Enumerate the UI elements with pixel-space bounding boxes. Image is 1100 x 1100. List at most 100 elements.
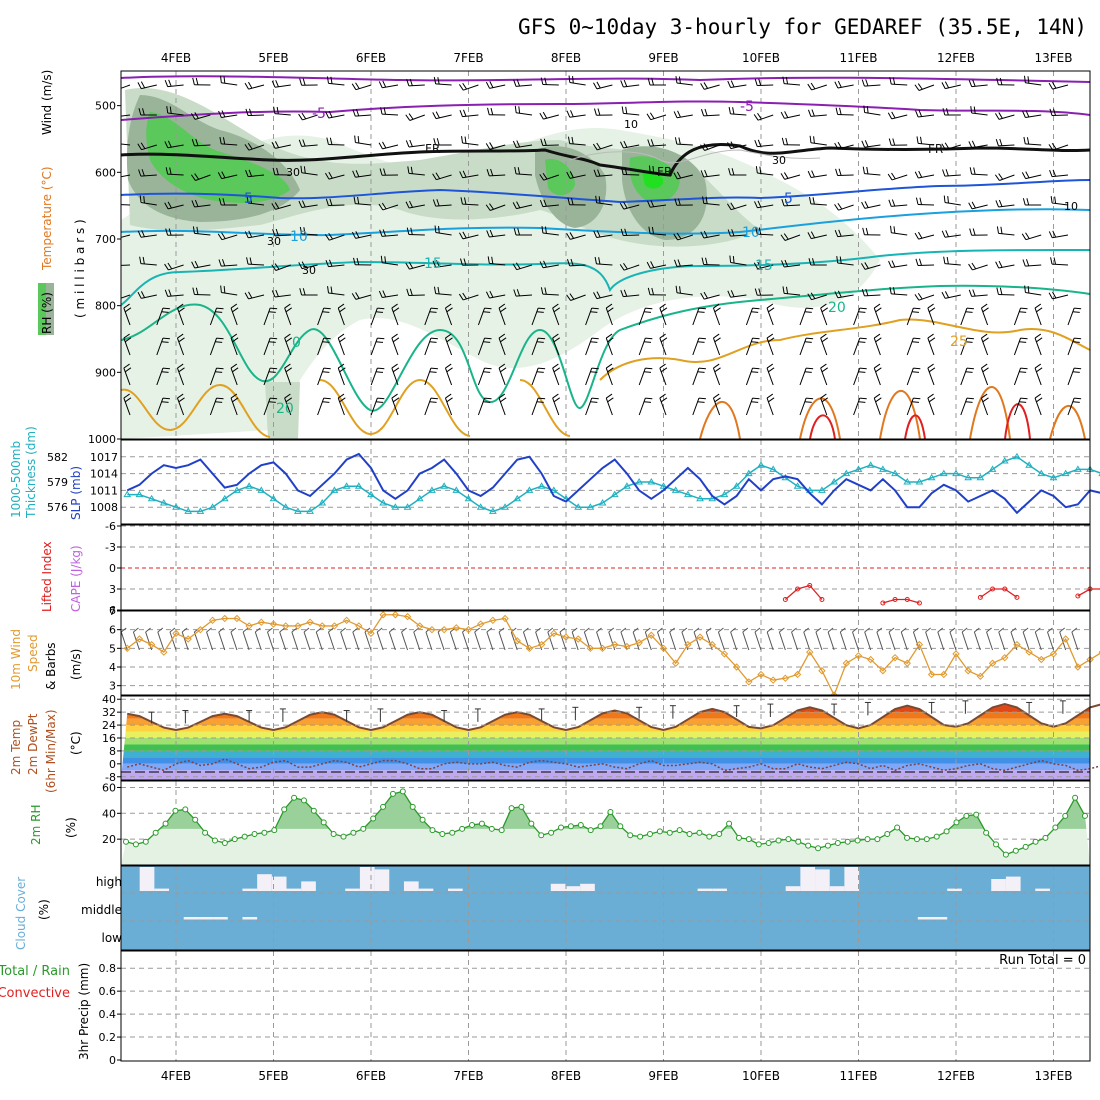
- wind-barb: [542, 204, 559, 208]
- wind-barb: [704, 294, 720, 300]
- thickness-marker: [123, 490, 132, 498]
- wind-speed-marker: [342, 616, 351, 625]
- wind-barb-flag: [754, 201, 758, 208]
- rh-marker: [933, 833, 940, 840]
- wind-barb-flag: [758, 227, 762, 235]
- wind-barb-flag: [407, 166, 410, 174]
- surface-wind-barb-flag: [779, 627, 785, 633]
- wind-barb-flag: [804, 341, 812, 343]
- wind-barb-flag: [727, 80, 732, 88]
- rh-marker: [785, 836, 792, 843]
- surface-wind-barb: [315, 631, 323, 651]
- wind-barb-flag: [861, 289, 865, 296]
- wind-barb-flag: [677, 198, 681, 206]
- wind-barb: [167, 112, 184, 116]
- surface-wind-barb-flag: [340, 627, 346, 633]
- wind-barb-flag: [697, 371, 705, 373]
- wind-barb-flag: [232, 307, 239, 313]
- wind-barb: [263, 367, 271, 386]
- surface-wind-barb-flag: [291, 627, 298, 633]
- wind-barb-flag: [968, 263, 973, 271]
- wind-barb-flag: [164, 202, 169, 210]
- surface-wind-barb-flag: [328, 627, 334, 633]
- rh-marker: [449, 829, 456, 836]
- tick-label: 0: [109, 562, 116, 575]
- rh-marker: [735, 834, 742, 841]
- wind-barb-flag: [703, 230, 708, 238]
- wind-barb-flag: [284, 363, 291, 369]
- wind-barb: [838, 144, 854, 150]
- wind-barb: [837, 174, 854, 177]
- wind-barb-flag: [698, 367, 706, 370]
- wind-barb: [176, 337, 185, 356]
- wind-barb-flag: [838, 168, 842, 176]
- wind-barb: [284, 337, 292, 356]
- surface-wind-barb-flag: [693, 627, 700, 633]
- surface-wind-barb-flag: [876, 627, 883, 633]
- wind-barb-flag: [299, 288, 303, 296]
- wind-barb-flag: [766, 333, 774, 339]
- wind-barb-flag: [140, 291, 146, 298]
- date-label-bottom: 13FEB: [1035, 1069, 1073, 1083]
- wind-barb: [998, 114, 1015, 120]
- wind-barb: [489, 234, 506, 238]
- wind-barb-flag: [221, 110, 226, 118]
- wind-barb-flag: [215, 371, 223, 373]
- wind-barb-flag: [966, 397, 974, 400]
- wind-barb-flag: [429, 401, 437, 403]
- wind-barb-flag: [943, 195, 946, 203]
- wind-barb-flag: [861, 140, 866, 148]
- ylabel-temp-1: 2m Temp: [9, 720, 23, 775]
- wind-barb-flag: [165, 228, 169, 236]
- tick-label: 0: [109, 1054, 116, 1067]
- wind-barb: [1052, 174, 1069, 178]
- wind-barb-flag: [593, 230, 598, 238]
- wind-barb-flag: [620, 289, 624, 297]
- wind-barb-flag: [730, 80, 735, 88]
- wind-barb-flag: [275, 228, 279, 236]
- wind-barb-flag: [729, 255, 732, 263]
- wind-barb-flag: [995, 261, 1000, 269]
- rh-marker: [211, 837, 218, 844]
- wind-barb-flag: [590, 341, 598, 343]
- wind-barb-flag: [552, 363, 559, 369]
- precip-panel-background: [121, 951, 1090, 1061]
- wind-barb-flag: [807, 293, 812, 300]
- wind-barb: [820, 367, 828, 386]
- thickness-marker: [1061, 469, 1070, 477]
- wind-speed-marker: [147, 640, 156, 649]
- wind-barb-flag: [246, 257, 249, 265]
- wind-barb: [328, 174, 345, 180]
- wind-barb-flag: [860, 263, 866, 270]
- tick-label: 0.6: [99, 985, 117, 998]
- wind-barb-flag: [714, 307, 721, 313]
- wind-barb-flag: [973, 106, 976, 114]
- thickness-marker: [379, 499, 388, 506]
- surface-wind-barb: [291, 631, 299, 651]
- wind-barb-flag: [968, 289, 973, 297]
- wind-barb-flag: [752, 307, 760, 310]
- wind-barb-flag: [284, 333, 291, 339]
- wind-barb-flag: [705, 196, 708, 204]
- rh-marker: [300, 797, 307, 804]
- rh-marker: [607, 809, 614, 816]
- high-cloud-bar: [139, 867, 155, 891]
- date-label-bottom: 8FEB: [551, 1069, 581, 1083]
- wind-barb-flag: [946, 256, 949, 264]
- wind-barb: [209, 367, 218, 386]
- wind-barb-flag: [124, 367, 132, 373]
- wind-barb-flag: [217, 233, 223, 240]
- wind-barb: [328, 114, 345, 119]
- thickness-marker: [915, 478, 924, 485]
- wind-barb: [837, 234, 854, 238]
- wind-barb: [569, 114, 586, 118]
- high-cloud-bar: [286, 888, 302, 891]
- wind-barb-flag: [1036, 367, 1043, 373]
- wind-barb-flag: [887, 173, 893, 181]
- ylabel-temp-3: (6hr Min/Max): [44, 710, 58, 794]
- wind-barb: [971, 84, 988, 88]
- wind-barb: [391, 337, 399, 356]
- wind-barb-flag: [647, 78, 651, 86]
- wind-barb-flag: [837, 141, 842, 149]
- wind-barb: [355, 142, 372, 146]
